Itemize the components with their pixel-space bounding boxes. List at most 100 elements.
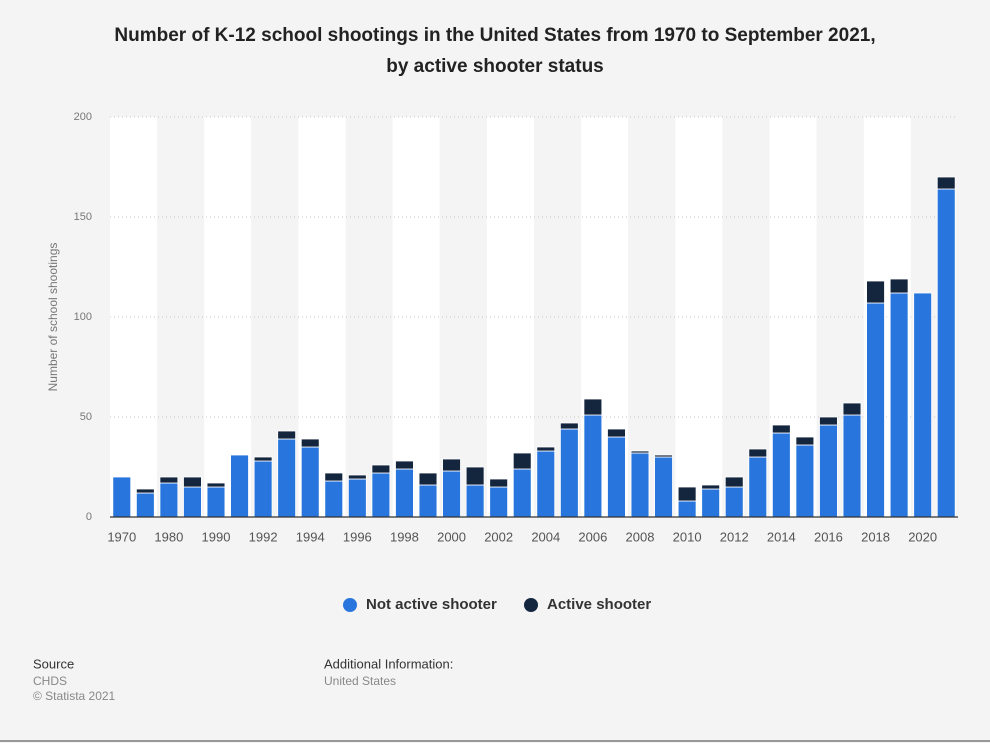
bar-segment: [724, 476, 744, 488]
bar-segment: [135, 488, 155, 494]
legend-swatch: [343, 598, 357, 612]
bar-segment: [583, 414, 603, 518]
legend-label: Active shooter: [547, 596, 651, 613]
plot-band: [110, 117, 158, 517]
bar-segment: [866, 280, 885, 304]
x-tick-label: 2012: [720, 529, 749, 544]
bar-segment: [536, 446, 556, 452]
bar-segment: [300, 438, 320, 448]
legend-swatch: [524, 598, 538, 612]
bar-segment: [936, 176, 956, 190]
x-tick-label: 2010: [673, 529, 702, 544]
plot-band: [439, 117, 487, 517]
bar-segment: [183, 476, 202, 488]
bar-segment: [795, 444, 815, 518]
bar-segment: [536, 450, 556, 518]
bar-segment: [206, 482, 226, 488]
bar-segment: [701, 484, 721, 490]
y-tick-label: 100: [74, 311, 92, 323]
bar-segment: [112, 476, 132, 518]
bar-segment: [465, 484, 485, 518]
x-tick-label: 1990: [202, 529, 231, 544]
bar-segment: [771, 432, 791, 518]
legend-label: Not active shooter: [366, 596, 497, 613]
x-tick-label: 2014: [767, 529, 796, 544]
x-tick-label: 1994: [296, 529, 325, 544]
x-tick-label: 1970: [107, 529, 136, 544]
chart-title: Number of K-12 school shootings in the U…: [114, 25, 875, 46]
bar-segment: [630, 452, 650, 518]
bar-segment: [347, 478, 367, 518]
bar-segment: [889, 278, 909, 294]
plot-band: [157, 117, 205, 517]
bar-segment: [159, 482, 179, 518]
bar-segment: [395, 468, 414, 518]
bar-segment: [324, 480, 344, 518]
x-tick-label: 1996: [343, 529, 372, 544]
bar-segment: [371, 472, 391, 518]
plot-band: [392, 117, 440, 517]
x-tick-label: 2016: [814, 529, 843, 544]
bar-segment: [277, 438, 297, 518]
bar-segment: [842, 414, 862, 518]
bar-segment: [395, 460, 414, 470]
bar-segment: [701, 488, 721, 518]
bar-segment: [771, 424, 791, 434]
source: CHDS: [33, 674, 67, 688]
x-tick-label: 2002: [484, 529, 513, 544]
bar-segment: [277, 430, 297, 440]
y-tick-label: 150: [74, 211, 92, 223]
bar-segment: [512, 468, 532, 518]
bar-segment: [253, 460, 273, 518]
bar-segment: [559, 422, 579, 430]
bar-segment: [936, 188, 956, 518]
bar-segment: [512, 452, 532, 470]
chart-subtitle: by active shooter status: [386, 56, 604, 77]
source-title: Source: [33, 656, 74, 671]
bar-segment: [748, 448, 768, 458]
bar-segment: [489, 478, 509, 488]
bar-segment: [183, 486, 202, 518]
bar-segment: [371, 464, 391, 474]
y-tick-label: 0: [86, 511, 92, 523]
y-tick-label: 50: [80, 411, 92, 423]
y-tick-label: 200: [74, 111, 92, 123]
x-tick-label: 1980: [154, 529, 183, 544]
bar-segment: [347, 474, 367, 480]
bar-segment: [607, 428, 626, 438]
bar-segment: [230, 454, 249, 518]
plot-band: [345, 117, 393, 517]
bar-segment: [654, 454, 673, 458]
x-tick-label: 1992: [249, 529, 278, 544]
x-tick-label: 2006: [578, 529, 607, 544]
info-title: Additional Information:: [324, 656, 453, 671]
bar-segment: [465, 466, 485, 486]
plot-band: [204, 117, 252, 517]
bar-segment: [206, 486, 226, 518]
bar-segment: [819, 424, 838, 518]
bar-segment: [253, 456, 273, 462]
bar-segment: [913, 292, 933, 518]
bar-segment: [677, 500, 697, 518]
bar-segment: [489, 486, 509, 518]
bar-segment: [442, 470, 461, 518]
x-tick-label: 2018: [861, 529, 890, 544]
bar-segment: [748, 456, 768, 518]
bar-segment: [819, 416, 838, 426]
bar-segment: [324, 472, 344, 482]
bar-segment: [159, 476, 179, 484]
bar-segment: [889, 292, 909, 518]
bar-segment: [677, 486, 697, 502]
x-tick-label: 2008: [626, 529, 655, 544]
x-tick-label: 2020: [908, 529, 937, 544]
x-tick-label: 2000: [437, 529, 466, 544]
bar-segment: [607, 436, 626, 518]
plot-band: [628, 117, 676, 517]
info: United States: [324, 674, 396, 688]
bar-segment: [654, 456, 673, 518]
bar-segment: [418, 472, 438, 486]
bar-segment: [842, 402, 862, 416]
bar-segment: [135, 492, 155, 518]
copyright: © Statista 2021: [33, 689, 116, 703]
